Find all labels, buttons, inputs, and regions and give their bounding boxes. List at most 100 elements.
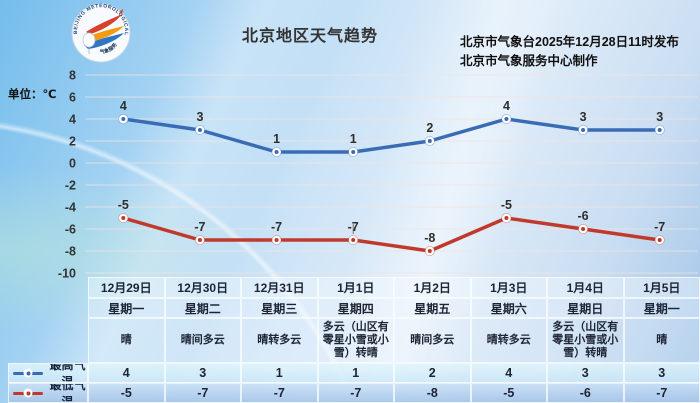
table-cell-weekday: 星期六 <box>470 298 547 318</box>
table-cell-weather: 多云（山区有零星小雪或小雪）转晴 <box>547 318 624 363</box>
page-title: 北京地区天气趋势 <box>241 28 379 45</box>
data-point-core <box>427 139 432 143</box>
issue-line: 北京市气象台2025年12月28日11时发布 <box>460 35 679 49</box>
table-cell-max-temp: 4 <box>470 363 547 383</box>
data-point-core <box>657 238 662 242</box>
data-point-label: -6 <box>578 209 589 223</box>
table-cell-weather: 晴间多云 <box>394 318 471 363</box>
data-point-label: 1 <box>350 132 357 146</box>
table-cell-min-temp: -5 <box>470 383 547 403</box>
table-cell-max-temp: 3 <box>164 363 241 383</box>
legend-min-temp-label: 最低气温 <box>49 383 86 403</box>
table-cell-weekday: 星期三 <box>241 298 318 318</box>
data-point-core <box>351 150 356 154</box>
unit-label: 单位：℃ <box>8 89 57 101</box>
table-cell-min-temp: -5 <box>88 383 165 403</box>
table-cell-date: 12月30日 <box>164 277 241 298</box>
data-point-core <box>197 238 202 242</box>
table-left-spacer <box>0 277 88 363</box>
table-cell-weather: 晴间多云 <box>164 318 241 363</box>
table-cell-max-temp: 3 <box>623 363 700 383</box>
data-point-core <box>427 249 432 253</box>
meteorological-service-logo: BEIJING METEOROLOGICAL SERVICE 气象服务 <box>68 0 132 64</box>
data-point-label: 1 <box>273 132 280 146</box>
legend-min-temp: 最低气温 <box>8 383 88 403</box>
table-cell-max-temp: 2 <box>394 363 471 383</box>
data-point-label: -7 <box>194 220 205 234</box>
data-point-label: -8 <box>424 231 435 245</box>
data-point-core <box>274 150 279 154</box>
series-line-min <box>121 216 662 253</box>
logo-emblem-icon: BEIJING METEOROLOGICAL SERVICE 气象服务 <box>68 0 131 63</box>
table-cell-weather: 晴 <box>88 318 165 363</box>
table-cell-max-temp: 4 <box>88 363 165 383</box>
table-cell-date: 1月2日 <box>394 277 471 298</box>
data-point-core <box>351 238 356 242</box>
data-point-core <box>121 216 126 220</box>
table-cell-date: 12月31日 <box>241 277 318 298</box>
table-cell-weekday: 星期四 <box>317 298 394 318</box>
y-tick-label: 4 <box>69 112 76 126</box>
table-cell-min-temp: -6 <box>547 383 624 403</box>
legend-max-temp: 最高气温 <box>8 363 88 383</box>
data-point-label: -5 <box>118 198 129 212</box>
table-cell-min-temp: -7 <box>317 383 394 403</box>
table-cell-max-temp: 1 <box>317 363 394 383</box>
data-point-core <box>657 128 662 132</box>
table-cell-weekday: 星期一 <box>88 298 165 318</box>
y-tick-label: 8 <box>69 68 76 82</box>
data-point-core <box>504 117 509 121</box>
table-cell-weekday: 星期二 <box>164 298 241 318</box>
y-tick-label: -4 <box>65 200 76 214</box>
temperature-trend-chart: 8 6 4 2 0 -2 -4 -6 -8 -10 4 3 1 1 2 4 3 3 -5 -7 -7 -7 -8 -5 -6 -7 <box>0 65 700 280</box>
table-cell-weather: 多云（山区有零星小雪或小雪）转晴 <box>317 318 394 363</box>
data-point-core <box>274 238 279 242</box>
y-tick-label: -2 <box>65 178 76 192</box>
data-point-label: -7 <box>271 220 282 234</box>
table-cell-weather: 晴转多云 <box>470 318 547 363</box>
data-point-label: 3 <box>656 110 663 124</box>
legend-max-temp-marker-icon <box>13 368 43 378</box>
table-cell-weather: 晴 <box>623 318 700 363</box>
logo-weather-balloon <box>82 32 96 48</box>
data-point-label: 2 <box>426 121 433 135</box>
table-cell-max-temp: 1 <box>241 363 318 383</box>
chart-canvas: 8 6 4 2 0 -2 -4 -6 -8 -10 4 3 1 1 2 4 3 3 -5 -7 -7 -7 -8 -5 -6 -7 <box>58 68 698 280</box>
data-point-label: -7 <box>654 220 665 234</box>
table-cell-date: 1月1日 <box>317 277 394 298</box>
legend-min-temp-marker-icon <box>13 388 43 398</box>
issue-info: 北京市气象台2025年12月28日11时发布 北京市气象服务中心制作 <box>460 33 696 72</box>
table-cell-date: 1月4日 <box>547 277 624 298</box>
y-tick-label: -6 <box>65 222 76 236</box>
data-point-core <box>504 216 509 220</box>
table-cell-min-temp: -7 <box>623 383 700 403</box>
data-point-core <box>197 128 202 132</box>
data-point-label: -7 <box>348 220 359 234</box>
table-cell-min-temp: -7 <box>164 383 241 403</box>
table-cell-weekday: 星期日 <box>547 298 624 318</box>
table-cell-weather: 晴转多云 <box>241 318 318 363</box>
producer-line: 北京市气象服务中心制作 <box>460 54 598 69</box>
table-cell-max-temp: 3 <box>547 363 624 383</box>
legend-max-temp-label: 最高气温 <box>49 363 86 383</box>
y-tick-label: -8 <box>65 244 76 258</box>
table-cell-date: 12月29日 <box>88 277 165 298</box>
logo-blue-ribbon <box>84 33 124 49</box>
logo-red-ribbon <box>86 14 122 34</box>
data-point-label: 4 <box>120 99 127 113</box>
y-tick-label: 6 <box>69 90 76 104</box>
table-cell-date: 1月5日 <box>623 277 700 298</box>
table-cell-date: 1月3日 <box>470 277 547 298</box>
weather-forecast-table: 最高气温 最低气温 12月29日 星期一晴 4 -5 12月30日 星期二 晴间多云 3 -7 12月… <box>0 277 700 403</box>
data-point-core <box>581 227 586 231</box>
table-cell-weekday: 星期五 <box>394 298 471 318</box>
data-point-label: 4 <box>503 99 510 113</box>
table-cell-min-temp: -7 <box>241 383 318 403</box>
data-point-label: 3 <box>196 110 203 124</box>
data-point-core <box>121 117 126 121</box>
data-point-label: 3 <box>580 110 587 124</box>
y-tick-label: 0 <box>69 156 76 170</box>
data-point-label: -5 <box>501 198 512 212</box>
data-point-core <box>581 128 586 132</box>
